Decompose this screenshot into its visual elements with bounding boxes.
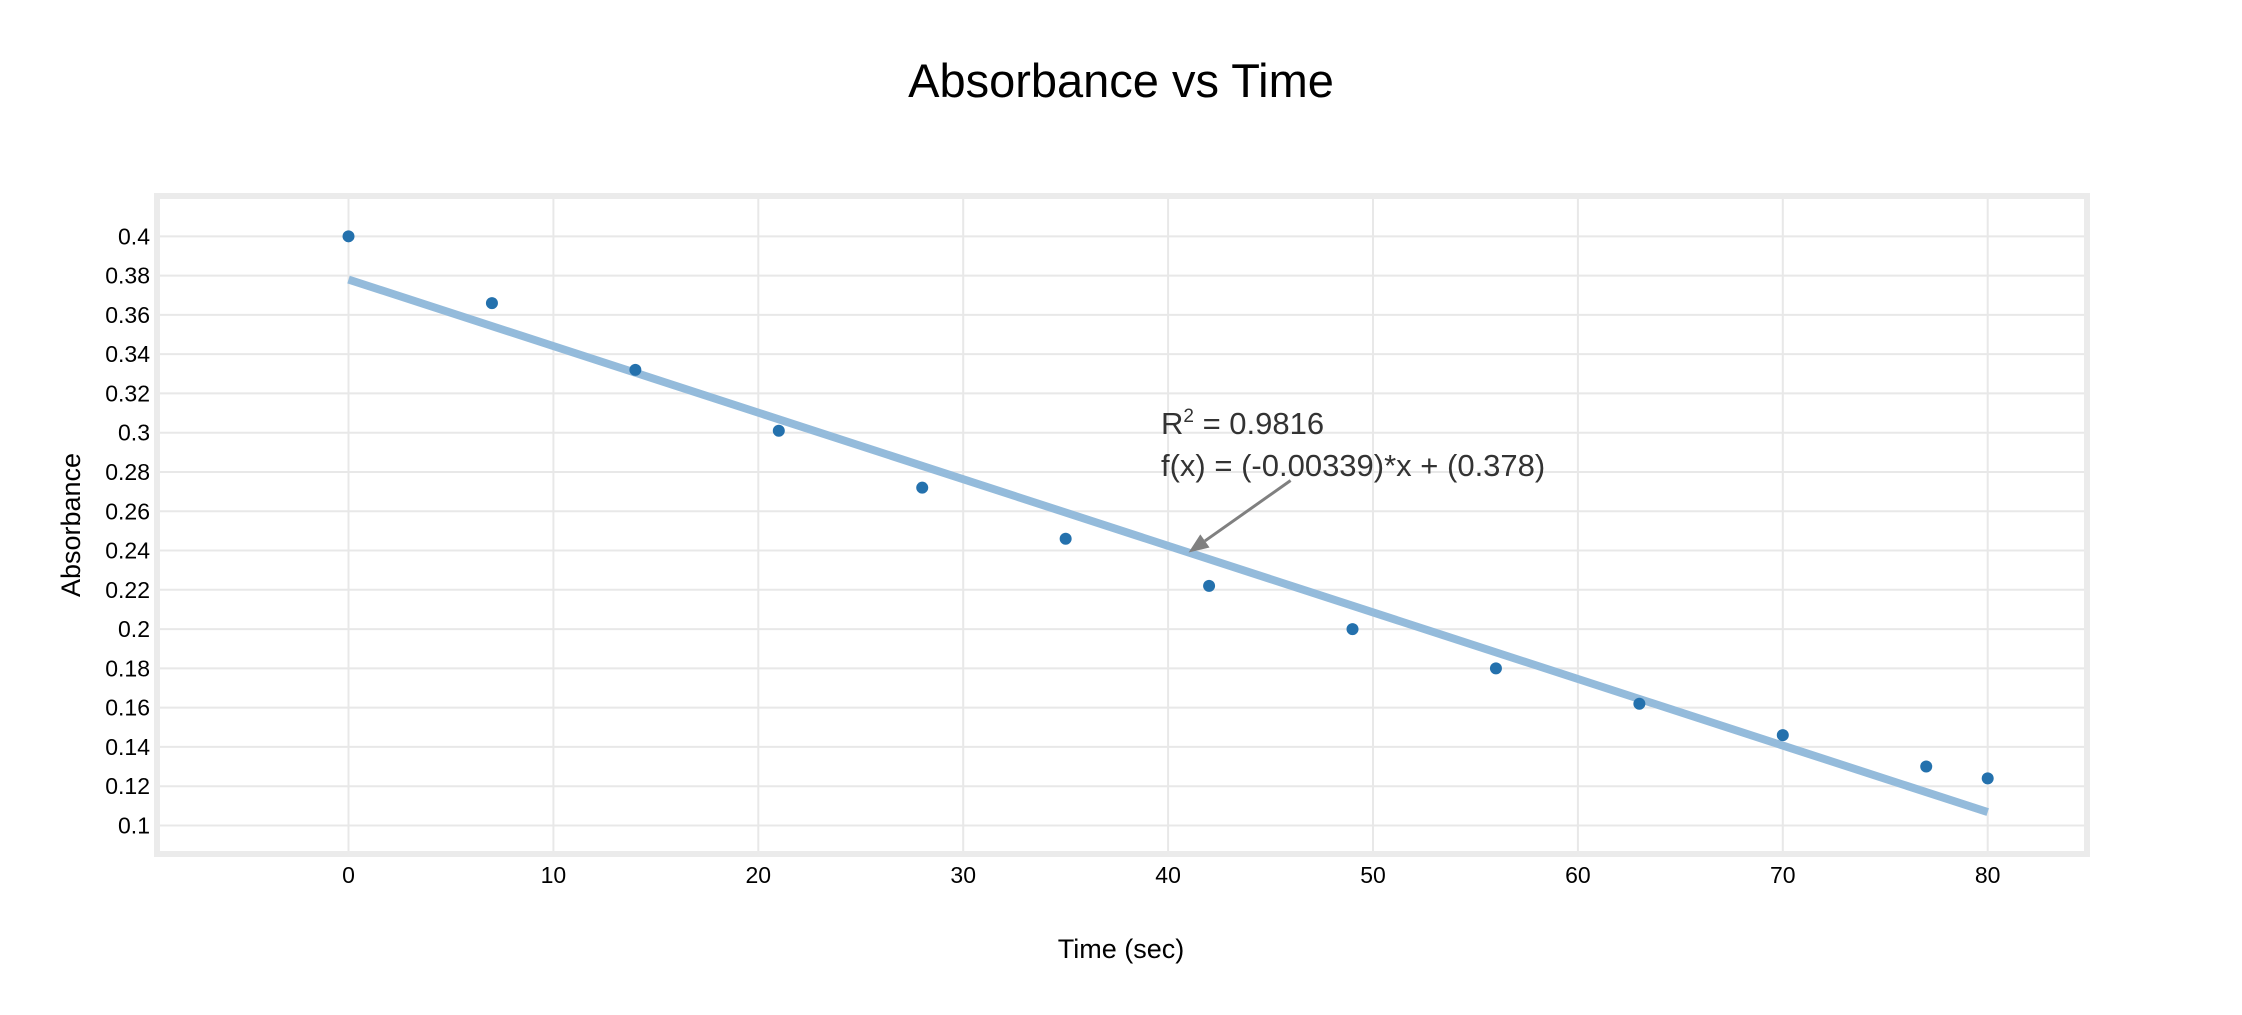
y-tick-label: 0.3 — [118, 420, 150, 446]
x-tick-label: 40 — [1155, 862, 1181, 888]
y-tick-label: 0.16 — [105, 695, 150, 721]
data-point — [485, 297, 498, 310]
y-tick-label: 0.32 — [105, 380, 150, 406]
x-tick-labels: 0 10 20 30 40 50 60 70 80 — [342, 862, 2000, 888]
x-tick-label: 50 — [1360, 862, 1386, 888]
x-axis-label: Time (sec) — [1058, 934, 1185, 964]
x-tick-label: 0 — [342, 862, 355, 888]
trendline-layer — [347, 275, 1989, 816]
x-tick-label: 10 — [541, 862, 567, 888]
y-tick-label: 0.24 — [105, 538, 150, 564]
x-tick-label: 20 — [746, 862, 772, 888]
x-tick-label: 70 — [1770, 862, 1796, 888]
r2-prefix: R — [1161, 406, 1183, 441]
x-tick-label: 80 — [1975, 862, 2001, 888]
y-tick-label: 0.14 — [105, 734, 150, 760]
annotation-equation: f(x) = (-0.00339)*x + (0.378) — [1161, 448, 1545, 483]
y-tick-label: 0.28 — [105, 459, 150, 485]
y-tick-label: 0.34 — [105, 341, 150, 367]
trendline — [347, 275, 1989, 816]
y-tick-label: 0.18 — [105, 655, 150, 681]
y-grid — [160, 235, 2084, 827]
y-tick-label: 0.4 — [118, 223, 150, 249]
data-point — [629, 363, 642, 376]
data-point — [1920, 760, 1933, 773]
data-point — [342, 230, 355, 243]
data-point — [772, 424, 785, 437]
x-tick-label: 30 — [950, 862, 976, 888]
y-tick-label: 0.22 — [105, 577, 150, 603]
data-point — [916, 481, 929, 494]
data-points — [342, 230, 1994, 785]
y-axis-label: Absorbance — [56, 453, 86, 597]
r2-value: = 0.9816 — [1194, 406, 1324, 441]
y-tick-label: 0.26 — [105, 498, 150, 524]
y-tick-label: 0.36 — [105, 302, 150, 328]
annotation: R2 = 0.9816 f(x) = (-0.00339)*x + (0.378) — [1161, 406, 1545, 553]
annotation-r2: R2 = 0.9816 — [1161, 406, 1324, 441]
x-grid — [347, 199, 1989, 851]
y-tick-label: 0.38 — [105, 263, 150, 289]
y-tick-label: 0.12 — [105, 773, 150, 799]
x-tick-label: 60 — [1565, 862, 1591, 888]
r2-superscript: 2 — [1183, 406, 1194, 427]
data-point — [1346, 623, 1359, 636]
annotation-arrow-head — [1188, 534, 1210, 553]
data-point — [1633, 697, 1646, 710]
data-point — [1059, 532, 1072, 545]
y-tick-labels: 0.1 0.12 0.14 0.16 0.18 0.2 0.22 0.24 0.26 0.28 0.… — [105, 223, 150, 838]
data-point — [1203, 579, 1216, 592]
y-tick-label: 0.2 — [118, 616, 150, 642]
annotation-arrow-line — [1204, 479, 1292, 543]
data-point — [1981, 772, 1994, 785]
plot-frame — [154, 193, 2090, 857]
y-tick-label: 0.1 — [118, 812, 150, 838]
data-point — [1776, 729, 1789, 742]
data-point — [1489, 662, 1502, 675]
chart-title: Absorbance vs Time — [908, 54, 1334, 107]
